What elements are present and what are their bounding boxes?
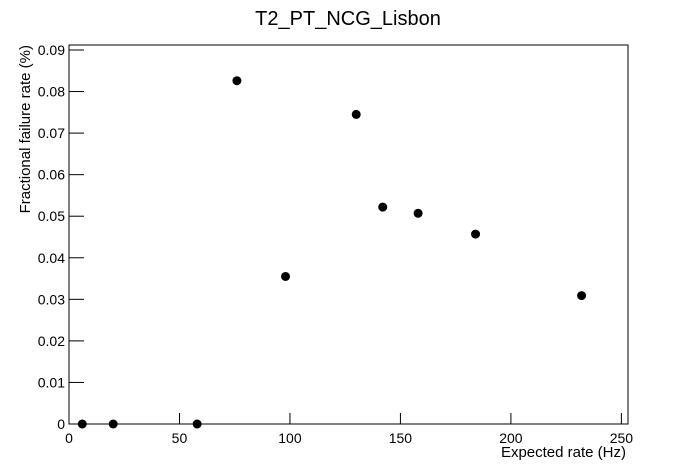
y-tick-label: 0.06 (38, 167, 65, 183)
point (378, 202, 388, 212)
y-tick-label: 0.07 (38, 125, 65, 141)
x-tick-label: 200 (499, 430, 523, 446)
x-tick-label: 250 (610, 430, 634, 446)
point (108, 419, 118, 429)
x-tick-label: 50 (172, 430, 188, 446)
point (351, 109, 361, 119)
y-tick-label: 0.08 (38, 84, 65, 100)
point (232, 76, 242, 86)
point (577, 291, 587, 301)
x-tick-label: 100 (278, 430, 302, 446)
y-tick-label: 0.02 (38, 333, 65, 349)
point (281, 271, 291, 281)
y-axis-label: Fractional failure rate (%) (17, 45, 34, 213)
point (471, 229, 481, 239)
x-axis-label: Expected rate (Hz) (501, 444, 626, 461)
x-tick-label: 0 (65, 430, 73, 446)
point (192, 419, 202, 429)
point (413, 208, 423, 218)
x-tick-label: 150 (389, 430, 413, 446)
y-tick-label: 0.09 (38, 42, 65, 58)
y-tick-label: 0 (57, 416, 65, 432)
y-tick-label: 0.03 (38, 291, 65, 307)
plot-frame (68, 44, 629, 425)
point (77, 419, 87, 429)
y-tick-label: 0.05 (38, 208, 65, 224)
y-tick-label: 0.01 (38, 374, 65, 390)
chart-title: T2_PT_NCG_Lisbon (255, 8, 441, 30)
y-tick-label: 0.04 (38, 250, 65, 266)
